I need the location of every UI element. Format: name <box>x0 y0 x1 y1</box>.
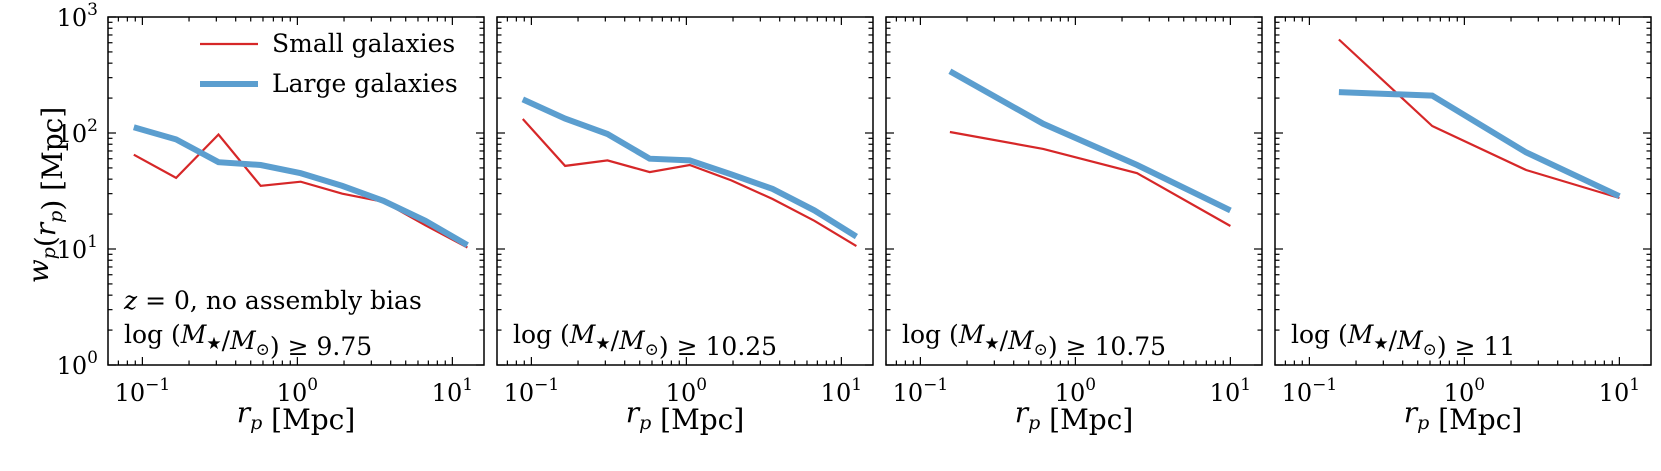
x-tick-label: 100 <box>1055 375 1096 407</box>
panel-annotation: log (M★/M⊙) ≥ 10.75 <box>902 320 1166 361</box>
panel-annotation: log (M★/M⊙) ≥ 9.75 <box>124 320 372 361</box>
x-tick-label: 10−1 <box>504 375 560 407</box>
x-tick-label: 100 <box>277 375 318 407</box>
panel-frame <box>885 16 1263 366</box>
panel-2: 10−1 100 101 rp [Mpc] log (M★/M⊙) ≥ 10.25 <box>496 16 874 436</box>
x-tick-label: 100 <box>666 375 707 407</box>
series-line-small-galaxies <box>949 130 1231 227</box>
x-tick-label: 10−1 <box>1282 375 1338 407</box>
x-tick-label: 101 <box>1599 375 1640 407</box>
x-tick-label: 101 <box>432 375 473 407</box>
panel-annotation: log (M★/M⊙) ≥ 11 <box>1291 320 1515 361</box>
panel-1: 10−1 100 101 100 101 102 103 rp [Mpc] z = 0, no … <box>57 0 485 436</box>
x-axis-label: rp [Mpc] <box>1404 396 1523 436</box>
y-tick-label: 100 <box>57 348 98 380</box>
panel-frame <box>496 16 874 366</box>
x-axis-label: rp [Mpc] <box>626 396 745 436</box>
panel-3: 10−1 100 101 rp [Mpc] log (M★/M⊙) ≥ 10.75 <box>885 16 1263 436</box>
legend-label-small-galaxies: Small galaxies <box>272 29 455 58</box>
x-tick-label: 101 <box>1210 375 1251 407</box>
legend-label-large-galaxies: Large galaxies <box>272 69 458 98</box>
legend: Small galaxies Large galaxies <box>200 29 458 98</box>
y-tick-label: 102 <box>57 116 98 148</box>
y-tick-label: 103 <box>57 0 98 32</box>
panel-annotation: z = 0, no assembly bias <box>123 286 422 315</box>
series-line-small-galaxies <box>133 132 468 249</box>
panel-frame <box>107 16 485 366</box>
series-line-small-galaxies <box>521 118 857 248</box>
x-tick-label: 100 <box>1444 375 1485 407</box>
x-tick-label: 10−1 <box>893 375 949 407</box>
series-line-large-galaxies <box>521 96 858 240</box>
panels-layer: 10−1 100 101 100 101 102 103 rp [Mpc] z = 0, no … <box>57 0 1652 436</box>
series-line-large-galaxies <box>132 124 469 248</box>
series-line-large-galaxies <box>948 68 1232 214</box>
x-tick-label: 101 <box>821 375 862 407</box>
series-line-small-galaxies <box>1338 38 1620 200</box>
y-axis-label: wp(rp) [Mpc] <box>22 107 69 284</box>
panel-annotation: log (M★/M⊙) ≥ 10.25 <box>513 320 777 361</box>
panel-frame <box>1274 16 1652 366</box>
x-axis-label: rp [Mpc] <box>237 396 356 436</box>
y-tick-label: 101 <box>57 232 98 264</box>
x-axis-label: rp [Mpc] <box>1015 396 1134 436</box>
x-tick-label: 10−1 <box>115 375 171 407</box>
series-line-large-galaxies <box>1338 89 1621 199</box>
panel-4: 10−1 100 101 rp [Mpc] log (M★/M⊙) ≥ 11 <box>1274 16 1652 436</box>
